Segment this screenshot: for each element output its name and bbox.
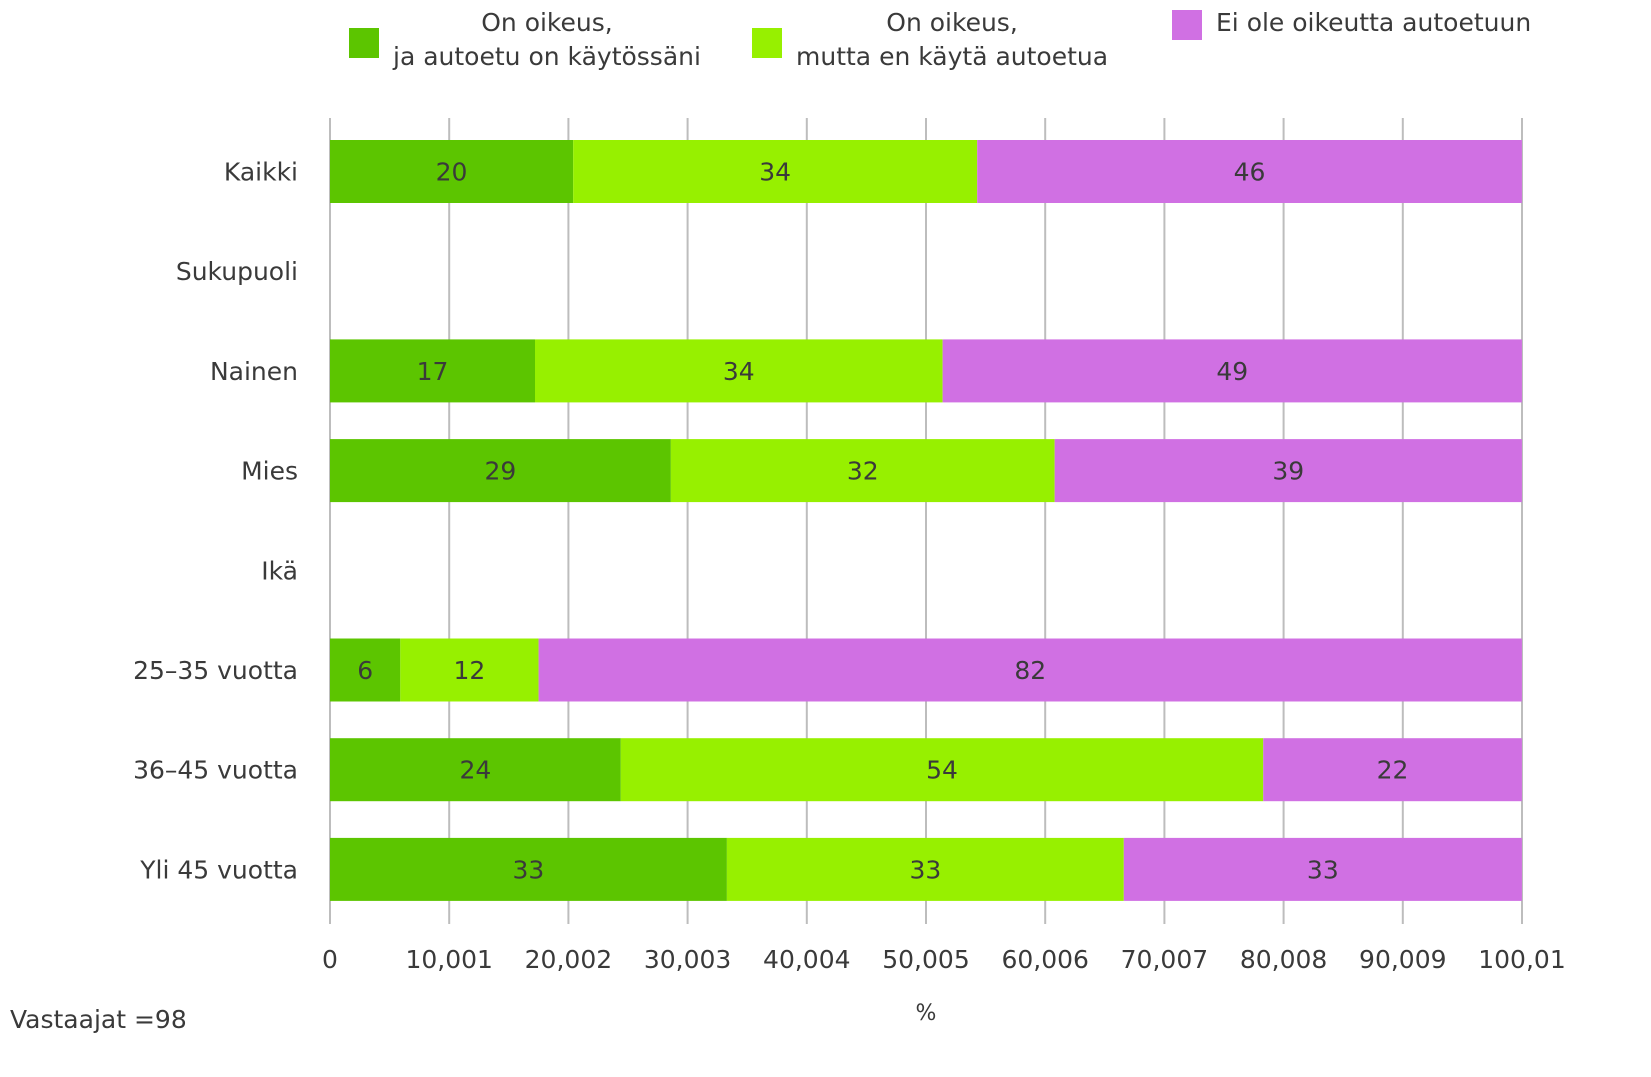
- bar-segment: [670, 439, 1055, 503]
- x-tick-label: 40,004: [763, 945, 850, 974]
- bar-data-label: 39: [1272, 457, 1304, 486]
- bar-segment: [538, 638, 1522, 702]
- y-category-label: Mies: [241, 457, 298, 486]
- bar-data-label: 24: [460, 756, 492, 785]
- bar-data-label: 46: [1234, 158, 1266, 187]
- bar-data-label: 12: [454, 656, 486, 685]
- bar-segment: [400, 638, 539, 702]
- y-category-label: 36–45 vuotta: [133, 756, 298, 785]
- legend: On oikeus, ja autoetu on käytössäni On o…: [0, 6, 1651, 96]
- legend-swatch-series-2: [752, 28, 782, 58]
- bar-segment: [573, 140, 978, 203]
- y-category-label: Ikä: [261, 556, 298, 585]
- y-category-label: Nainen: [210, 357, 298, 386]
- bar-segment: [1123, 837, 1522, 901]
- legend-label-series-1: On oikeus, ja autoetu on käytössäni: [393, 8, 701, 71]
- x-tick-label: 0: [322, 945, 338, 974]
- bar-segment: [330, 837, 727, 901]
- bar-segment: [1263, 738, 1522, 802]
- bar-segment: [330, 738, 621, 802]
- bar-segment: [330, 140, 574, 203]
- x-tick-label: 80,008: [1240, 945, 1327, 974]
- legend-swatch-series-1: [349, 28, 379, 58]
- bar-segment: [977, 140, 1522, 203]
- y-category-label: Yli 45 vuotta: [139, 855, 298, 884]
- x-tick-label: 10,001: [405, 945, 492, 974]
- bar-data-label: 22: [1377, 756, 1409, 785]
- bar-data-label: 33: [1307, 855, 1339, 884]
- bar-segment: [330, 439, 671, 503]
- bar-data-label: 54: [926, 756, 958, 785]
- bar-segment: [535, 339, 943, 403]
- bar-data-label: 29: [485, 457, 517, 486]
- bar-segment: [330, 638, 401, 702]
- bar-data-label: 33: [513, 855, 545, 884]
- x-tick-label: 100,01: [1478, 945, 1565, 974]
- bar-data-label: 49: [1216, 357, 1248, 386]
- legend-item-series-3: Ei ole oikeutta autoetuun: [1172, 6, 1531, 40]
- legend-item-series-2: On oikeus, mutta en käytä autoetua: [752, 6, 1108, 74]
- bar-segment: [942, 339, 1522, 403]
- legend-swatch-series-3: [1172, 10, 1202, 40]
- x-tick-label: 60,006: [1001, 945, 1088, 974]
- bar-data-label: 33: [909, 855, 941, 884]
- bar-data-label: 6: [357, 656, 373, 685]
- bar-segment: [726, 837, 1124, 901]
- legend-item-series-1: On oikeus, ja autoetu on käytössäni: [349, 6, 701, 74]
- bar-data-label: 34: [723, 357, 755, 386]
- bar-data-label: 17: [417, 357, 449, 386]
- x-tick-label: 70,007: [1121, 945, 1208, 974]
- x-axis-title: %: [916, 1001, 937, 1026]
- y-category-label: 25–35 vuotta: [133, 656, 298, 685]
- bar-data-label: 82: [1014, 656, 1046, 685]
- x-tick-label: 50,005: [882, 945, 969, 974]
- y-category-label: Sukupuoli: [176, 257, 298, 286]
- bar-data-label: 32: [847, 457, 879, 486]
- legend-label-series-2: On oikeus, mutta en käytä autoetua: [796, 8, 1109, 71]
- bar-data-label: 34: [759, 158, 791, 187]
- x-tick-label: 90,009: [1359, 945, 1446, 974]
- bar-segment: [330, 339, 536, 403]
- x-tick-label: 20,002: [525, 945, 612, 974]
- bar-segment: [1054, 439, 1522, 503]
- legend-label-series-3: Ei ole oikeutta autoetuun: [1216, 8, 1532, 37]
- bar-segment: [620, 738, 1264, 802]
- respondents-footnote: Vastaajat =98: [10, 1005, 187, 1034]
- x-tick-label: 30,003: [644, 945, 731, 974]
- bar-data-label: 20: [436, 158, 468, 187]
- y-category-label: Kaikki: [224, 158, 298, 187]
